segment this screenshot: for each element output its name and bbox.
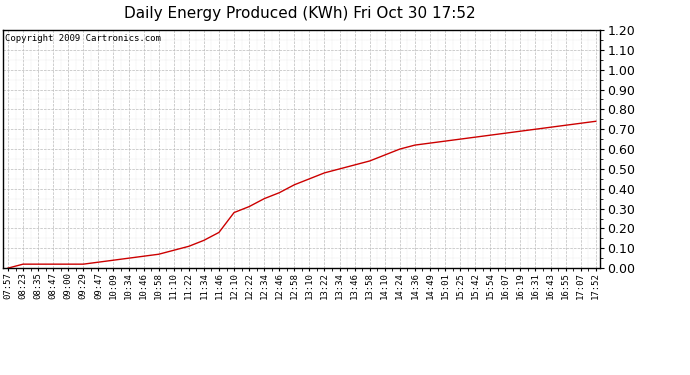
- Text: Daily Energy Produced (KWh) Fri Oct 30 17:52: Daily Energy Produced (KWh) Fri Oct 30 1…: [124, 6, 476, 21]
- Text: Copyright 2009 Cartronics.com: Copyright 2009 Cartronics.com: [5, 34, 161, 43]
